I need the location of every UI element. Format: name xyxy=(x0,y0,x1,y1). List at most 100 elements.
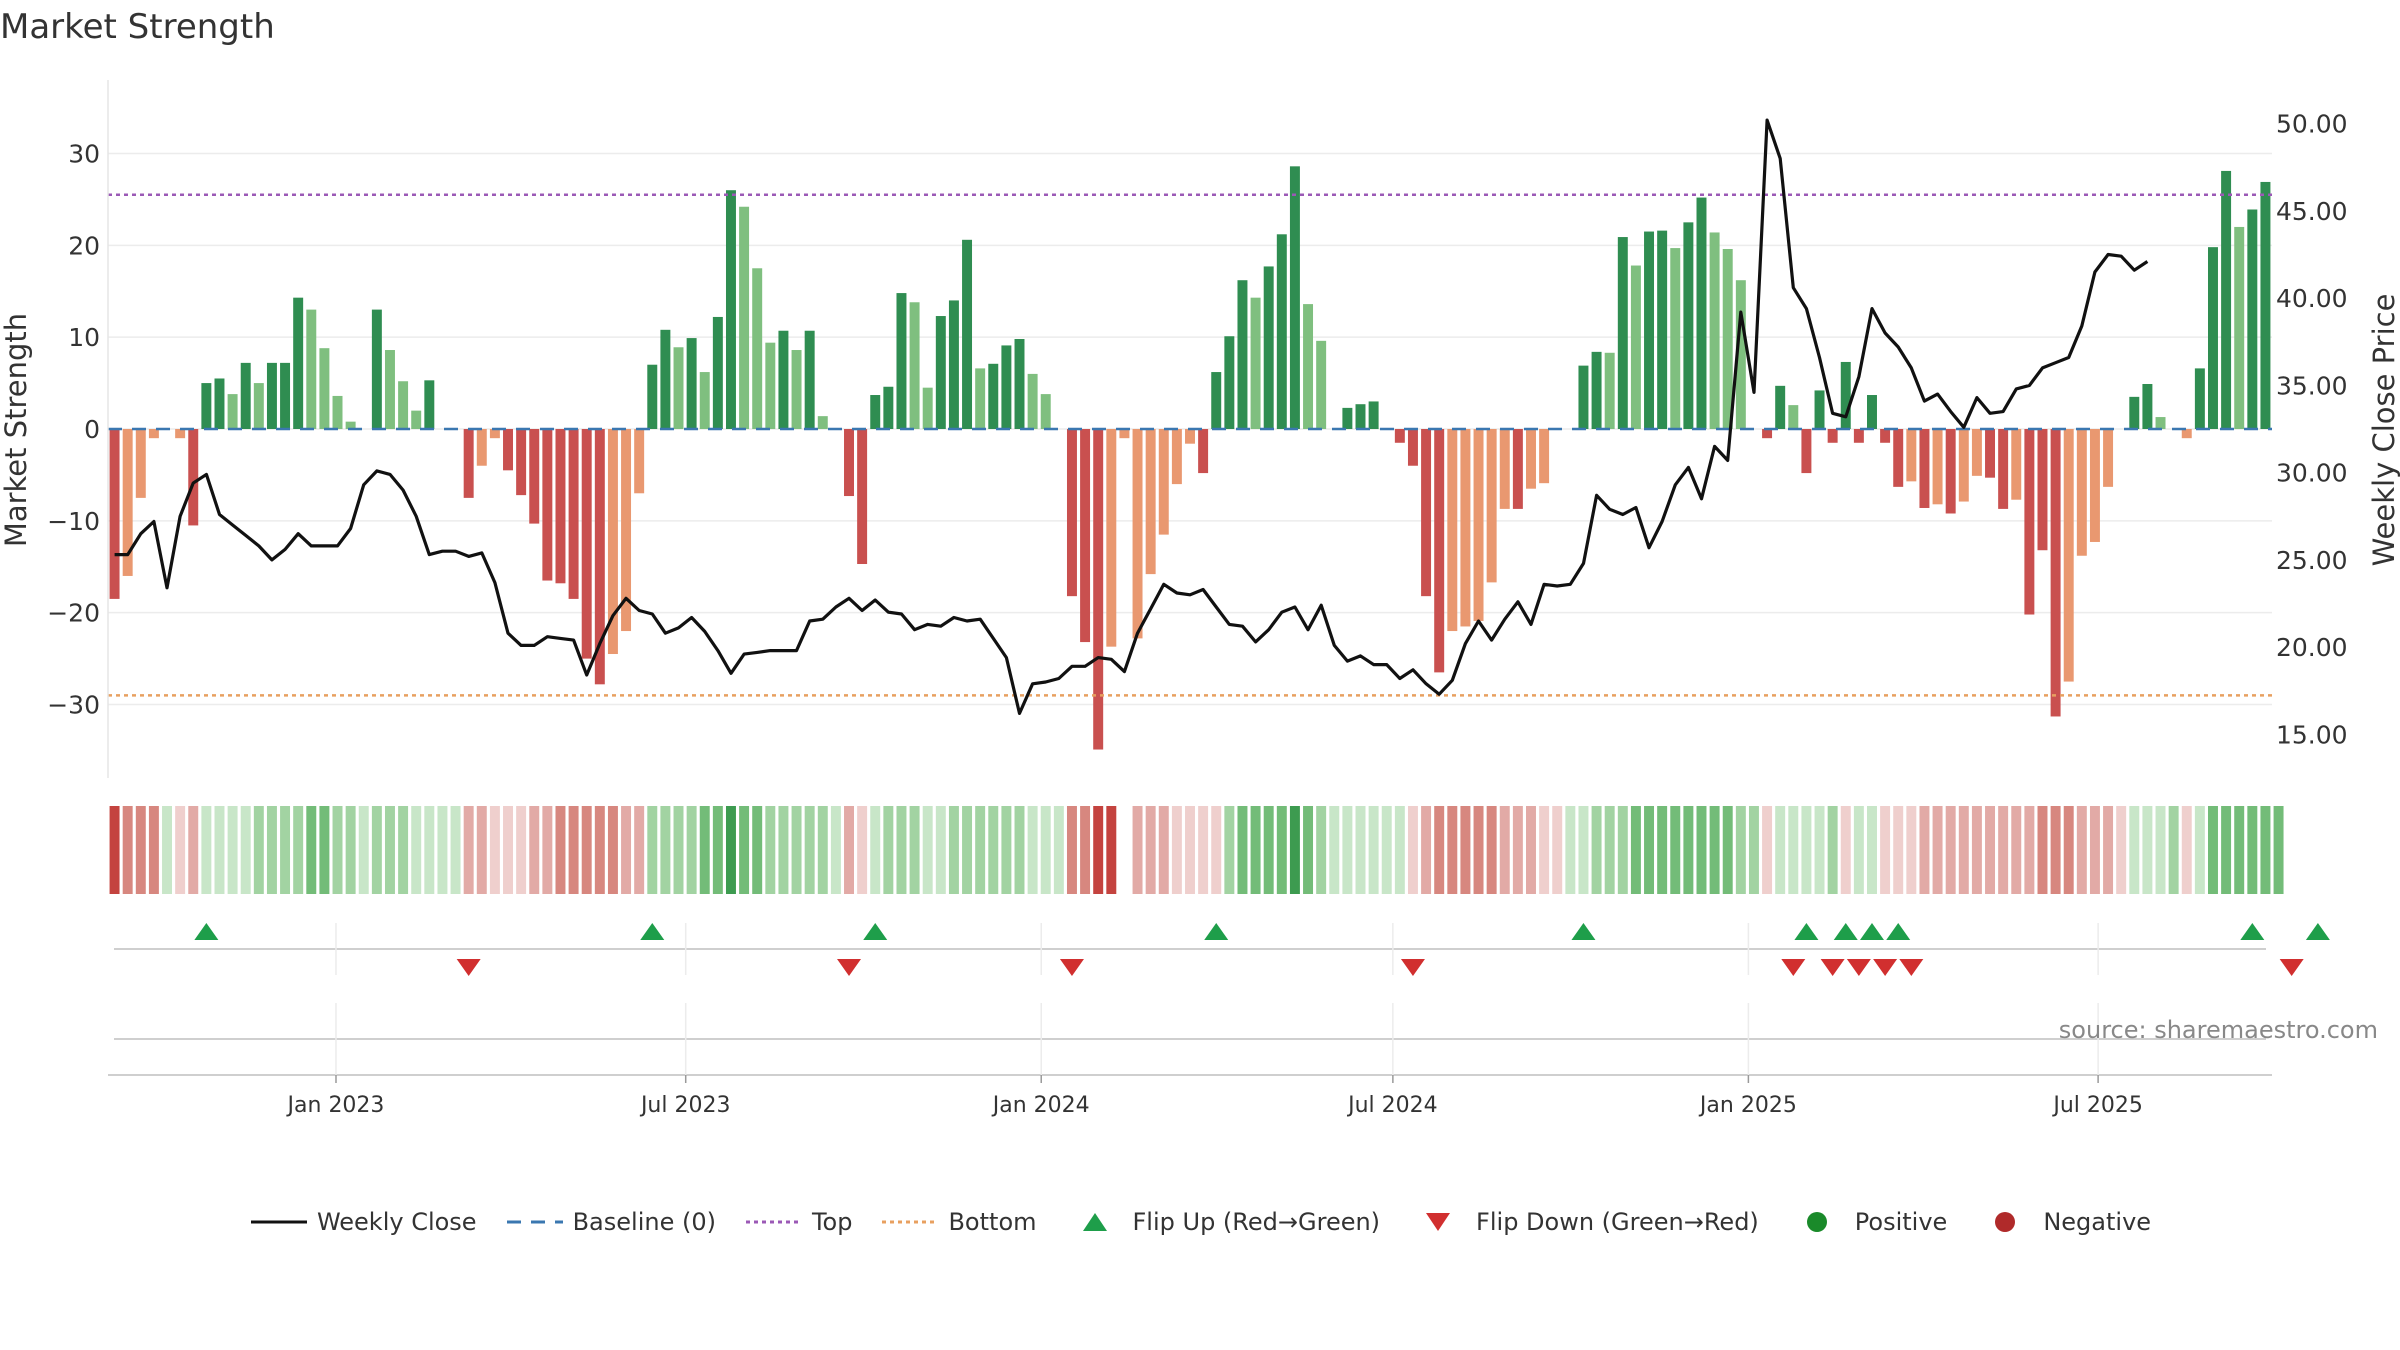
legend-bottom: Bottom xyxy=(880,1208,1037,1236)
band-cell xyxy=(371,806,382,894)
strength-bar xyxy=(896,293,907,429)
strength-bar xyxy=(1460,429,1471,627)
strength-bar xyxy=(122,429,133,576)
band-cell xyxy=(1093,806,1104,894)
band-cell xyxy=(2168,806,2179,894)
band-cell xyxy=(1565,806,1576,894)
band-cell xyxy=(1998,806,2009,894)
band-cell xyxy=(2247,806,2258,894)
strength-bar xyxy=(778,330,789,429)
band-cell xyxy=(725,806,736,894)
band-cell xyxy=(1106,806,1117,894)
band-cell xyxy=(1066,806,1077,894)
band-cell xyxy=(1801,806,1812,894)
flip-up-marker xyxy=(863,923,888,940)
strength-bar xyxy=(1027,373,1038,429)
band-cell xyxy=(1932,806,1943,894)
band-cell xyxy=(1893,806,1904,894)
band-cell xyxy=(214,806,225,894)
band-cell xyxy=(1027,806,1038,894)
strength-bar xyxy=(647,364,658,429)
flip-up-marker xyxy=(1794,923,1819,940)
y-tick-label: −10 xyxy=(47,507,100,536)
strength-bar xyxy=(1276,234,1287,429)
band-cell xyxy=(122,806,133,894)
strength-bar xyxy=(1394,429,1405,443)
band-cell xyxy=(2063,806,2074,894)
strength-bar xyxy=(542,429,553,581)
band-cell xyxy=(1591,806,1602,894)
legend-dotted-swatch xyxy=(745,1220,802,1224)
strength-bar xyxy=(1539,429,1550,484)
strength-bar xyxy=(1368,401,1379,429)
band-cell xyxy=(411,806,422,894)
y2-tick-label: 20.00 xyxy=(2276,633,2348,662)
band-cell xyxy=(2037,806,2048,894)
y-tick-label: −30 xyxy=(47,691,100,720)
band-cell xyxy=(1880,806,1891,894)
chart-legend: Weekly Close Baseline (0) Top Bottom Fli… xyxy=(0,1208,2400,1236)
lines-layer xyxy=(108,118,2272,716)
strength-bar xyxy=(476,429,487,466)
y2-tick-label: 45.00 xyxy=(2276,197,2348,226)
legend-label: Negative xyxy=(2043,1208,2152,1236)
strength-bar xyxy=(2142,383,2153,429)
band-cell xyxy=(594,806,605,894)
strength-bar xyxy=(1696,197,1707,429)
band-cell xyxy=(1080,806,1091,894)
y-tick-label: 20 xyxy=(68,231,100,260)
strength-bar xyxy=(2247,209,2258,429)
strength-bar xyxy=(1958,429,1969,502)
y-tick-label: 30 xyxy=(68,139,100,168)
band-cell xyxy=(503,806,513,894)
band-cell xyxy=(1788,806,1799,894)
strength-bar xyxy=(2194,368,2205,429)
flip-up-marker xyxy=(2305,923,2330,940)
strength-bar xyxy=(1158,429,1169,535)
band-cell xyxy=(1132,806,1143,894)
band-cell xyxy=(752,806,763,894)
band-cell xyxy=(1407,806,1418,894)
legend-negative: Negative xyxy=(1975,1208,2151,1236)
strength-bar xyxy=(883,386,894,429)
strength-bar xyxy=(1801,429,1812,474)
band-cell xyxy=(1421,806,1432,894)
strength-bar xyxy=(1683,222,1694,429)
x-tick-label: Jul 2025 xyxy=(2051,1093,2143,1118)
band-cell xyxy=(2011,806,2022,894)
band-cell xyxy=(319,806,330,894)
flip-down-marker xyxy=(837,959,862,976)
strength-bar xyxy=(148,429,159,439)
band-cell xyxy=(1276,806,1287,894)
band-cell xyxy=(1814,806,1825,894)
legend-label: Bottom xyxy=(948,1208,1037,1236)
strength-bar xyxy=(1998,429,2009,509)
strength-bar xyxy=(1119,429,1130,439)
bars-layer xyxy=(109,166,2271,750)
strength-bar xyxy=(463,429,474,498)
legend-label: Baseline (0) xyxy=(572,1208,716,1236)
strength-bar xyxy=(529,429,540,524)
strength-bar xyxy=(1224,336,1235,429)
strength-bar xyxy=(1762,429,1773,439)
band-cell xyxy=(2129,806,2140,894)
strength-bar xyxy=(1985,429,1996,478)
band-cell xyxy=(1919,806,1930,894)
strength-bar xyxy=(2076,429,2087,556)
y2-tick-label: 25.00 xyxy=(2276,546,2348,575)
flip-down-marker xyxy=(1400,959,1425,976)
band-cell xyxy=(1526,806,1536,894)
strength-bar xyxy=(1591,351,1602,429)
strength-bar xyxy=(1880,429,1891,443)
band-cell xyxy=(988,806,999,894)
strength-bar xyxy=(817,416,828,429)
strength-bar xyxy=(660,329,671,429)
legend-dotted-swatch xyxy=(882,1220,939,1224)
band-cell xyxy=(791,806,802,894)
band-cell xyxy=(1683,806,1694,894)
triangle-down-icon xyxy=(1426,1213,1451,1231)
band-cell xyxy=(1644,806,1655,894)
strength-bar xyxy=(109,429,120,599)
band-cell xyxy=(201,806,212,894)
legend-line-swatch xyxy=(250,1220,307,1224)
